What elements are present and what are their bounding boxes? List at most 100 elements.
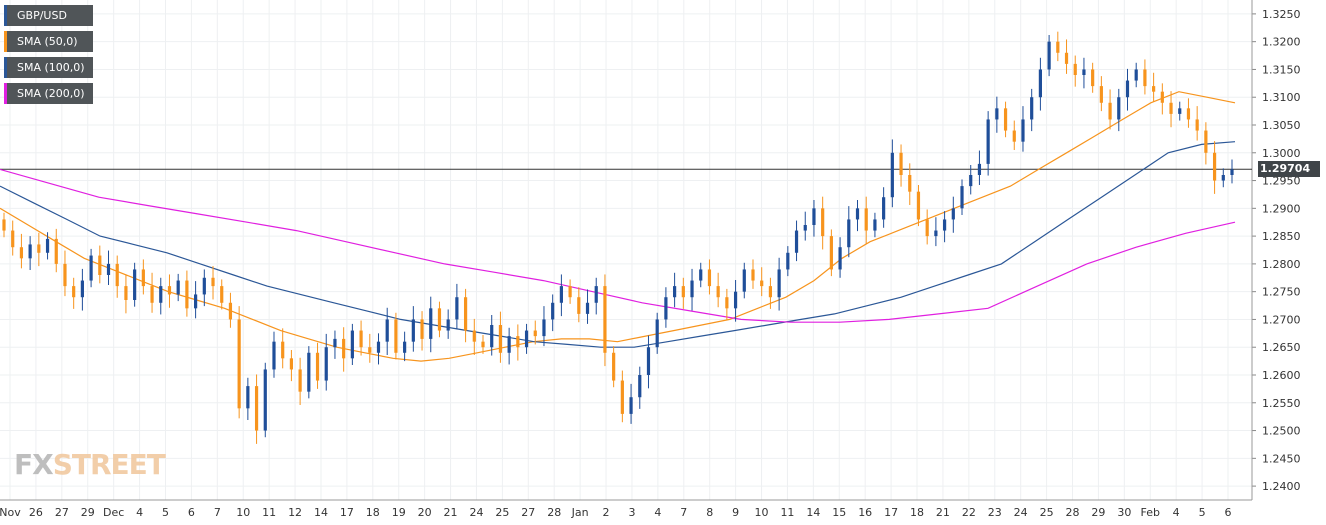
candle-body xyxy=(403,341,407,353)
candle-body xyxy=(699,269,703,281)
candle-body xyxy=(324,347,328,381)
y-tick-label: 1.2900 xyxy=(1262,202,1301,215)
candle-body xyxy=(716,286,720,298)
candle-body xyxy=(1073,63,1077,75)
x-tick-label: 11 xyxy=(780,506,794,519)
candle-body xyxy=(1195,119,1199,131)
candle-body xyxy=(106,263,111,275)
x-tick-label: 4 xyxy=(136,506,143,519)
candle-body xyxy=(646,347,651,375)
x-tick-label: 14 xyxy=(314,506,328,519)
candle-body xyxy=(969,175,973,187)
y-tick-label: 1.2850 xyxy=(1262,230,1301,243)
candle-body xyxy=(620,380,624,414)
candle-body xyxy=(411,319,415,342)
candle-body xyxy=(228,302,233,320)
x-tick-label: 5 xyxy=(1199,506,1206,519)
candle-body xyxy=(960,186,964,209)
candle-body xyxy=(725,297,729,309)
x-tick-label: 27 xyxy=(55,506,69,519)
x-tick-label: 7 xyxy=(680,506,687,519)
candle-body xyxy=(167,286,172,295)
candle-body xyxy=(1178,108,1182,114)
x-tick-label: 29 xyxy=(1091,506,1105,519)
candle-body xyxy=(1230,169,1234,175)
x-tick-label: 15 xyxy=(832,506,846,519)
legend-item-sma50[interactable]: SMA (50,0) xyxy=(4,31,93,52)
candle-body xyxy=(376,341,381,353)
candle-body xyxy=(333,338,337,348)
x-tick-label: 18 xyxy=(910,506,924,519)
candle-body xyxy=(185,280,189,309)
candle-body xyxy=(159,286,163,303)
fxstreet-logo: FXSTREET xyxy=(14,448,166,481)
candle-body xyxy=(80,280,84,298)
x-tick-label: 16 xyxy=(858,506,872,519)
x-tick-label: Feb xyxy=(1141,506,1160,519)
candle-body xyxy=(733,291,738,309)
candle-body xyxy=(986,119,990,164)
candle-body xyxy=(594,286,598,303)
legend-item-sma100[interactable]: SMA (100,0) xyxy=(4,57,93,78)
x-tick-label: Jan xyxy=(571,506,589,519)
candle-body xyxy=(681,286,685,298)
x-tick-label: 14 xyxy=(806,506,820,519)
candle-body xyxy=(1160,91,1164,103)
candle-body xyxy=(98,255,102,275)
x-tick-label: 20 xyxy=(418,506,432,519)
candle-body xyxy=(498,325,503,353)
candle-body xyxy=(542,319,546,337)
y-tick-label: 1.2550 xyxy=(1262,397,1301,410)
candle-body xyxy=(1021,119,1025,142)
candle-body xyxy=(629,397,633,414)
candle-body xyxy=(1134,69,1138,81)
candle-body xyxy=(794,230,799,253)
candle-body xyxy=(220,286,224,303)
candle-body xyxy=(664,297,668,320)
legend-item-sma200[interactable]: SMA (200,0) xyxy=(4,83,93,104)
candle-body xyxy=(742,269,746,292)
candle-body xyxy=(690,280,694,298)
x-tick-label: 5 xyxy=(162,506,169,519)
candle-body xyxy=(54,238,58,264)
x-tick-label: 12 xyxy=(288,506,302,519)
candle-body xyxy=(429,308,433,339)
candle-body xyxy=(855,208,860,220)
candle-body xyxy=(124,286,128,300)
x-tick-label: 24 xyxy=(469,506,483,519)
candle-body xyxy=(1108,102,1112,120)
y-tick-label: 1.2950 xyxy=(1262,175,1301,188)
x-tick-label: 25 xyxy=(495,506,509,519)
candle-body xyxy=(603,286,607,353)
y-tick-label: 1.2800 xyxy=(1262,258,1301,271)
candle-body xyxy=(272,341,276,370)
candle-body xyxy=(751,269,755,281)
y-tick-label: 1.2750 xyxy=(1262,286,1301,299)
candle-body xyxy=(490,325,494,348)
candle-body xyxy=(768,286,773,298)
candle-body xyxy=(368,347,372,353)
legend-item-gbpusd[interactable]: GBP/USD xyxy=(4,5,93,26)
candle-body xyxy=(2,219,6,231)
x-tick-label: 28 xyxy=(1066,506,1080,519)
candle-body xyxy=(925,219,929,237)
candle-body xyxy=(864,208,868,231)
candle-body xyxy=(551,302,555,320)
candle-body xyxy=(481,341,485,348)
candle-body xyxy=(194,294,198,309)
candle-body xyxy=(1117,97,1121,120)
candle-body xyxy=(873,219,877,231)
y-tick-label: 1.2450 xyxy=(1262,452,1301,465)
candle-body xyxy=(211,277,215,287)
candle-body xyxy=(11,230,15,248)
x-tick-label: 30 xyxy=(1117,506,1131,519)
x-tick-label: Nov xyxy=(0,506,21,519)
candle-body xyxy=(577,297,581,314)
x-tick-label: 4 xyxy=(654,506,661,519)
candle-body xyxy=(673,286,677,298)
candle-body xyxy=(533,330,537,337)
candle-body xyxy=(455,297,459,320)
candle-body xyxy=(141,269,145,287)
